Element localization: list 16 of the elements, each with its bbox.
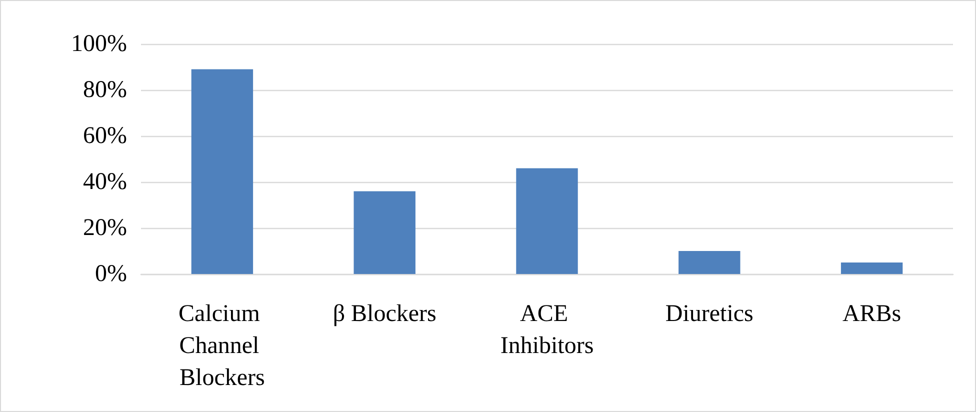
- y-tick-label: 40%: [83, 169, 127, 195]
- y-tick-label: 20%: [83, 215, 127, 241]
- y-tick-label: 60%: [83, 123, 127, 149]
- bar: [840, 262, 903, 274]
- y-tick-label: 0%: [95, 261, 127, 287]
- bar: [678, 251, 740, 274]
- x-tick-label: β Blockers: [332, 301, 436, 327]
- x-tick-label: ACE Inhibitors: [500, 301, 594, 359]
- y-tick-label: 100%: [71, 31, 127, 57]
- y-tick-label: 80%: [83, 77, 127, 103]
- bar: [516, 168, 578, 274]
- x-tick-label: Calcium Channel Blockers: [178, 301, 266, 391]
- bar: [191, 69, 254, 274]
- x-tick-label: Diuretics: [665, 301, 754, 327]
- x-tick-label: ARBs: [842, 301, 902, 327]
- bar: [354, 191, 416, 274]
